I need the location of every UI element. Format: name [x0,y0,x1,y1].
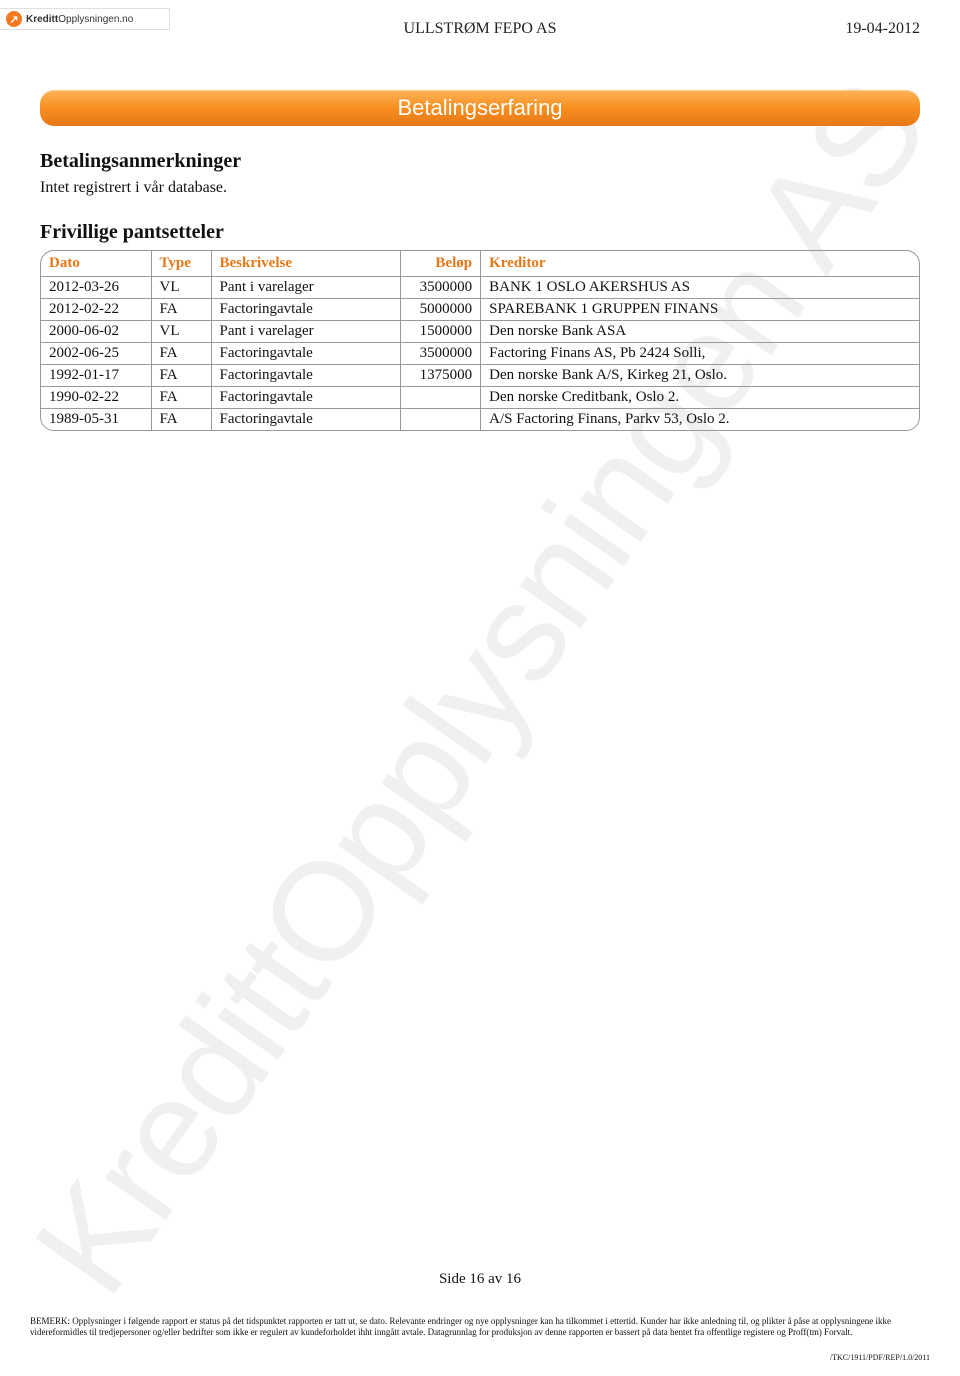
cell-dato: 2000-06-02 [41,321,151,343]
cell-dato: 2002-06-25 [41,343,151,365]
cell-dato: 1989-05-31 [41,409,151,431]
cell-belop: 5000000 [401,299,481,321]
cell-type: VL [151,321,211,343]
page-number: Side 16 av 16 [439,1271,521,1288]
cell-type: FA [151,365,211,387]
table-row: 2002-06-25FAFactoringavtale3500000Factor… [41,343,919,365]
col-belop: Beløp [401,251,481,277]
col-kreditor: Kreditor [481,251,919,277]
cell-dato: 1992-01-17 [41,365,151,387]
cell-beskrivelse: Factoringavtale [211,387,401,409]
col-type: Type [151,251,211,277]
cell-beskrivelse: Factoringavtale [211,343,401,365]
table-row: 2012-03-26VLPant i varelager3500000BANK … [41,277,919,299]
cell-kreditor: Den norske Creditbank, Oslo 2. [481,387,919,409]
col-dato: Dato [41,251,151,277]
table-header-row: Dato Type Beskrivelse Beløp Kreditor [41,251,919,277]
cell-type: FA [151,387,211,409]
cell-dato: 2012-02-22 [41,299,151,321]
cell-beskrivelse: Pant i varelager [211,321,401,343]
cell-belop: 1375000 [401,365,481,387]
table-row: 2012-02-22FAFactoringavtale5000000SPAREB… [41,299,919,321]
table-row: 1992-01-17FAFactoringavtale1375000Den no… [41,365,919,387]
logo-strong: Kreditt [26,14,58,25]
pant-table: Dato Type Beskrivelse Beløp Kreditor 201… [41,251,919,430]
cell-type: FA [151,409,211,431]
page-title: ULLSTRØM FEPO AS [404,20,557,38]
table-row: 1989-05-31FAFactoringavtale A/S Factoring… [41,409,919,431]
cell-kreditor: A/S Factoring Finans, Parkv 53, Oslo 2. [481,409,919,431]
header-date: 19-04-2012 [845,20,920,38]
cell-beskrivelse: Factoringavtale [211,365,401,387]
logo-rest: Opplysningen.no [58,14,133,25]
table-row: 1990-02-22FAFactoringavtale Den norske Cr… [41,387,919,409]
cell-belop: 1500000 [401,321,481,343]
logo-text: KredittOpplysningen.no [26,14,133,25]
cell-belop [401,387,481,409]
cell-beskrivelse: Pant i varelager [211,277,401,299]
section-header: Betalingserfaring [40,90,920,126]
cell-belop: 3500000 [401,277,481,299]
subheading-pantsetteler: Frivillige pantsetteler [40,221,920,244]
cell-kreditor: BANK 1 OSLO AKERSHUS AS [481,277,919,299]
arrow-icon: ↗ [6,11,22,27]
cell-kreditor: Factoring Finans AS, Pb 2424 Solli, [481,343,919,365]
cell-type: FA [151,299,211,321]
cell-belop: 3500000 [401,343,481,365]
cell-kreditor: SPAREBANK 1 GRUPPEN FINANS [481,299,919,321]
table-row: 2000-06-02VLPant i varelager1500000Den n… [41,321,919,343]
cell-dato: 1990-02-22 [41,387,151,409]
subheading-anmerkninger: Betalingsanmerkninger [40,150,920,173]
cell-beskrivelse: Factoringavtale [211,409,401,431]
cell-belop [401,409,481,431]
cell-type: FA [151,343,211,365]
disclaimer-text: BEMERK: Opplysninger i følgende rapport … [30,1316,930,1339]
anmerkninger-text: Intet registrert i vår database. [40,179,920,197]
pant-table-wrapper: Dato Type Beskrivelse Beløp Kreditor 201… [40,250,920,431]
logo-bar: ↗ KredittOpplysningen.no [0,8,170,30]
doc-id: /TKC/1911/PDF/REP/1.0/2011 [830,1353,930,1362]
col-beskrivelse: Beskrivelse [211,251,401,277]
cell-type: VL [151,277,211,299]
cell-beskrivelse: Factoringavtale [211,299,401,321]
cell-dato: 2012-03-26 [41,277,151,299]
cell-kreditor: Den norske Bank ASA [481,321,919,343]
cell-kreditor: Den norske Bank A/S, Kirkeg 21, Oslo. [481,365,919,387]
